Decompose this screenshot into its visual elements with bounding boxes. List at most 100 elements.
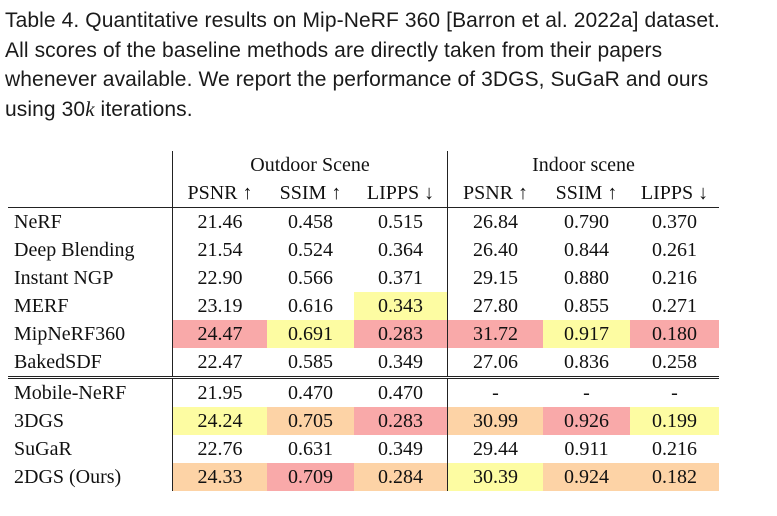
score-cell: - <box>671 381 678 404</box>
score-cell: 0.855 <box>564 294 609 317</box>
table-row: Deep Blending 21.54 0.524 0.364 26.40 0.844 0.… <box>8 236 719 264</box>
score-cell: 0.284 <box>354 463 448 491</box>
score-cell: 0.343 <box>354 292 448 320</box>
score-cell: 24.24 <box>172 407 267 435</box>
score-cell: 23.19 <box>172 292 267 320</box>
score-cell: 0.709 <box>267 463 354 491</box>
metric-header: LIPPS ↓ <box>354 179 448 208</box>
score-cell: 0.515 <box>378 210 423 233</box>
table-row: NeRF 21.46 0.458 0.515 26.84 0.790 0.370 <box>8 207 719 236</box>
method-name: Deep Blending <box>14 238 135 261</box>
caption-k: k <box>85 96 95 121</box>
score-cell: 0.470 <box>288 381 333 404</box>
caption-line: All scores of the baseline methods are d… <box>5 38 663 62</box>
score-cell: 0.911 <box>564 437 609 460</box>
score-cell: 0.926 <box>543 407 630 435</box>
table-row: 3DGS 24.24 0.705 0.283 30.99 0.926 0.199 <box>8 407 719 435</box>
metric-header: PSNR ↑ <box>172 179 267 208</box>
table-row: Mobile-NeRF 21.95 0.470 0.470 - - - <box>8 377 719 407</box>
score-cell: 0.458 <box>288 210 333 233</box>
score-cell: 0.182 <box>630 463 719 491</box>
score-cell: 0.880 <box>564 266 609 289</box>
method-name: Instant NGP <box>14 266 114 289</box>
score-cell: 29.44 <box>447 435 543 463</box>
method-name: BakedSDF <box>8 348 173 379</box>
method-name: 2DGS (Ours) <box>14 465 122 488</box>
score-cell: 22.76 <box>172 435 267 463</box>
results-table: Outdoor Scene Indoor scene PSNR ↑ SSIM ↑… <box>8 151 719 491</box>
score-cell: 0.566 <box>288 266 333 289</box>
score-cell: 0.524 <box>288 238 333 261</box>
score-cell: 27.06 <box>447 348 543 379</box>
score-cell: 30.99 <box>447 407 543 435</box>
score-cell: 0.691 <box>267 320 354 348</box>
score-cell: 30.39 <box>447 463 543 491</box>
score-cell: 22.47 <box>172 348 267 379</box>
caption-line: whenever available. We report the perfor… <box>5 68 709 91</box>
method-name: NeRF <box>14 210 62 233</box>
score-cell: 0.631 <box>288 437 333 460</box>
score-cell: 0.370 <box>652 210 697 233</box>
score-cell: 0.790 <box>564 210 609 233</box>
caption-line: Table 4. Quantitative results on Mip-NeR… <box>5 9 720 32</box>
group-header-indoor: Indoor scene <box>447 151 719 179</box>
method-name: 3DGS <box>14 409 65 432</box>
score-cell: 29.15 <box>447 264 543 292</box>
score-cell: 26.40 <box>447 236 543 264</box>
caption-text: using 30 <box>5 97 86 121</box>
score-cell: 0.180 <box>630 320 719 348</box>
table-row: MipNeRF360 24.47 0.691 0.283 31.72 0.917 0.180 <box>8 320 719 348</box>
group-header-outdoor: Outdoor Scene <box>172 151 448 179</box>
score-cell: 0.216 <box>652 437 697 460</box>
method-name: Mobile-NeRF <box>14 381 127 404</box>
score-cell: 26.84 <box>447 207 543 236</box>
table-row: SuGaR 22.76 0.631 0.349 29.44 0.911 0.216 <box>8 435 719 463</box>
table-row: MERF 23.19 0.616 0.343 27.80 0.855 0.271 <box>8 292 719 320</box>
score-cell: 0.283 <box>354 407 448 435</box>
caption-text: iterations. <box>94 97 193 121</box>
metric-header: SSIM ↑ <box>543 179 630 208</box>
score-cell: 0.349 <box>378 437 423 460</box>
metric-header: PSNR ↑ <box>447 179 543 208</box>
metric-header: SSIM ↑ <box>267 179 354 208</box>
score-cell: 0.216 <box>652 266 697 289</box>
score-cell: 0.258 <box>630 348 719 379</box>
score-cell: 24.33 <box>172 463 267 491</box>
method-name: MERF <box>14 294 69 317</box>
score-cell: 0.844 <box>564 238 609 261</box>
score-cell: 0.349 <box>354 348 448 379</box>
empty-header <box>8 179 173 208</box>
score-cell: 0.470 <box>378 381 423 404</box>
table-row: Instant NGP 22.90 0.566 0.371 29.15 0.880 0.21… <box>8 264 719 292</box>
score-cell: 0.199 <box>630 407 719 435</box>
metric-header: LIPPS ↓ <box>630 179 719 208</box>
score-cell: 0.917 <box>543 320 630 348</box>
score-cell: 0.836 <box>543 348 630 379</box>
score-cell: 0.271 <box>652 294 697 317</box>
score-cell: 0.924 <box>543 463 630 491</box>
score-cell: 0.705 <box>267 407 354 435</box>
score-cell: 21.95 <box>172 377 267 407</box>
score-cell: 22.90 <box>172 264 267 292</box>
score-cell: 0.616 <box>288 294 333 317</box>
method-name: SuGaR <box>14 437 72 460</box>
score-cell: 0.364 <box>378 238 423 261</box>
table-caption: Table 4. Quantitative results on Mip-NeR… <box>5 6 745 124</box>
score-cell: 31.72 <box>447 320 543 348</box>
metric-header-row: PSNR ↑ SSIM ↑ LIPPS ↓ PSNR ↑ SSIM ↑ LIPP… <box>8 179 719 208</box>
score-cell: 0.585 <box>267 348 354 379</box>
score-cell: 0.283 <box>354 320 448 348</box>
table-body: NeRF 21.46 0.458 0.515 26.84 0.790 0.370 Deep B… <box>8 207 719 491</box>
score-cell: 21.54 <box>172 236 267 264</box>
table-row: BakedSDF 22.47 0.585 0.349 27.06 0.836 0.258 <box>8 348 719 379</box>
score-cell: 27.80 <box>447 292 543 320</box>
score-cell: 0.261 <box>652 238 697 261</box>
caption-line: using 30k iterations. <box>5 95 745 125</box>
score-cell: - <box>447 377 543 407</box>
score-cell: 21.46 <box>172 207 267 236</box>
empty-header <box>8 151 173 179</box>
method-name: MipNeRF360 <box>14 322 126 345</box>
score-cell: - <box>583 381 590 404</box>
group-header-row: Outdoor Scene Indoor scene <box>8 151 719 179</box>
table-row: 2DGS (Ours) 24.33 0.709 0.284 30.39 0.924 0.18… <box>8 463 719 491</box>
